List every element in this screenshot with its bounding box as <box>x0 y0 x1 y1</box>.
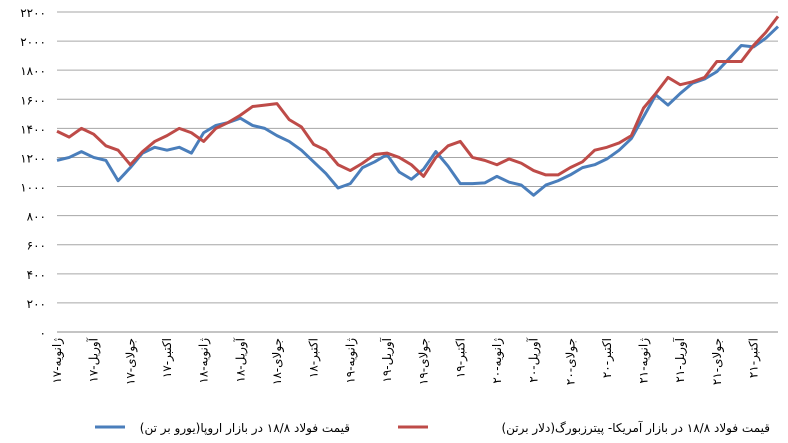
legend-label: قیمت فولاد ۱۸/۸ در بازار اروپا(یورو بر ت… <box>140 421 350 436</box>
x-tick-label: جولای-۱۸ <box>270 338 285 385</box>
x-tick-label: جولای-۲۱ <box>710 338 725 385</box>
x-tick-label: اکتبر-۱۹ <box>453 338 468 378</box>
x-tick-label: ژانویه-۱۷ <box>50 338 65 384</box>
x-tick-label: ژانویه-۱۹ <box>343 338 358 384</box>
x-tick-label: جولای-۲۰ <box>563 338 578 385</box>
y-tick-label: ۲۲۰۰ <box>20 6 46 20</box>
x-tick-label: ژانویه-۲۱ <box>637 338 652 384</box>
x-tick-label: ژانویه-۲۰ <box>490 338 505 384</box>
x-tick-label: آوریل-۱۸ <box>232 337 248 382</box>
y-tick-label: ۸۰۰ <box>27 210 46 224</box>
y-tick-label: ۱۲۰۰ <box>20 151 46 165</box>
y-tick-label: ۴۰۰ <box>27 268 46 282</box>
x-tick-label: اکتبر-۱۸ <box>307 338 322 378</box>
x-tick-label: جولای-۱۷ <box>123 338 138 385</box>
legend-label: قیمت فولاد ۱۸/۸ در بازار آمریکا- پیترزبو… <box>501 420 770 436</box>
series-line <box>56 15 780 178</box>
x-tick-label: اکتبر-۲۱ <box>747 338 762 378</box>
y-tick-label: ۲۰۰۰ <box>20 35 46 49</box>
y-tick-label: ۰ <box>40 326 46 340</box>
x-tick-label: آوریل-۲۱ <box>672 337 688 382</box>
x-tick-label: جولای-۱۹ <box>417 338 432 385</box>
y-tick-label: ۱۰۰۰ <box>20 181 46 195</box>
x-tick-label: آوریل-۲۰ <box>526 337 542 382</box>
x-tick-label: ژانویه-۱۸ <box>197 338 212 384</box>
y-tick-label: ۱۴۰۰ <box>20 122 46 136</box>
series-line <box>56 25 780 197</box>
y-tick-label: ۱۶۰۰ <box>20 93 46 107</box>
x-tick-label: اکتبر-۱۷ <box>160 338 175 378</box>
y-tick-label: ۲۰۰ <box>27 297 46 311</box>
x-tick-label: آوریل-۱۹ <box>379 337 395 382</box>
x-tick-label: اکتبر-۲۰ <box>600 338 615 378</box>
y-tick-label: ۱۸۰۰ <box>20 64 46 78</box>
y-tick-label: ۶۰۰ <box>27 239 46 253</box>
x-tick-label: آوریل-۱۷ <box>86 337 102 382</box>
